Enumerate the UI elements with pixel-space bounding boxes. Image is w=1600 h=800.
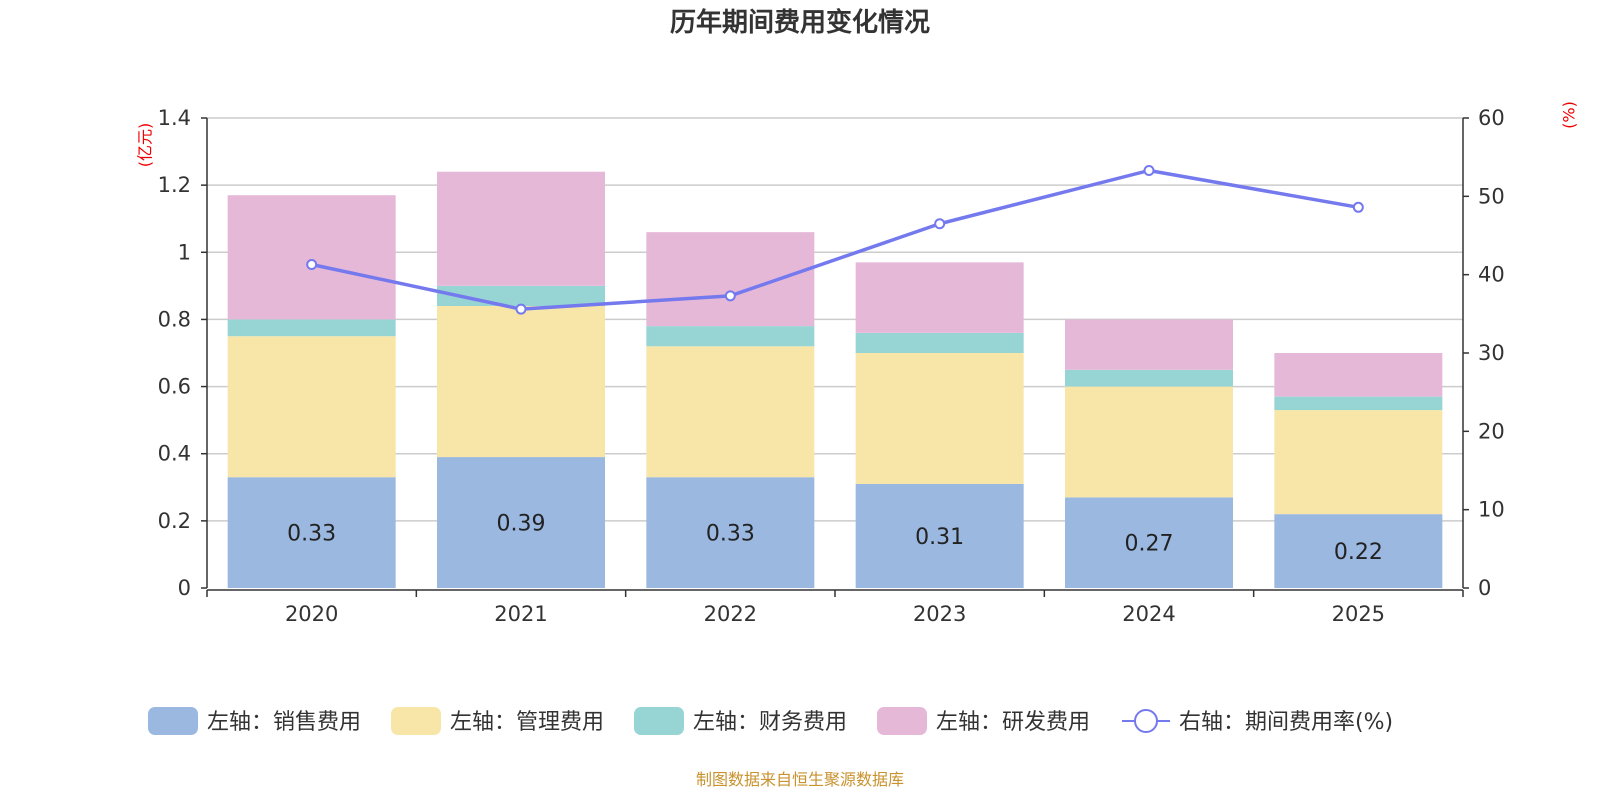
left-tick-label: 0 (178, 576, 191, 600)
rate-point (306, 258, 318, 270)
bar-segment (437, 306, 605, 458)
bar-segment (1274, 353, 1443, 397)
bar-segment (437, 171, 605, 286)
legend-swatch (877, 707, 927, 735)
bar-segment (1274, 410, 1443, 515)
rate-point (724, 290, 736, 302)
bar-segment (646, 346, 815, 478)
source-note: 制图数据来自恒生聚源数据库 (696, 770, 904, 789)
right-axis-unit: (%) (1560, 101, 1579, 129)
legend-label: 左轴：管理费用 (450, 710, 604, 735)
left-tick-label: 1.4 (158, 106, 191, 130)
rate-line (311, 168, 1359, 311)
bar-segment (1065, 386, 1233, 498)
bar-segment (1274, 396, 1443, 411)
rate-point (515, 303, 527, 315)
right-tick-label: 60 (1478, 106, 1505, 130)
left-tick-label: 0.4 (158, 442, 191, 466)
rate-line-series (306, 164, 1364, 315)
right-tick-label: 10 (1478, 498, 1505, 522)
left-tick-label: 0.8 (158, 307, 191, 331)
left-axis-unit: (亿元) (136, 123, 155, 168)
legend-label: 左轴：销售费用 (207, 710, 361, 735)
left-tick-label: 1 (178, 240, 191, 264)
x-tick-label: 2020 (285, 602, 338, 626)
bar-value-label: 0.31 (915, 525, 964, 550)
grid-lines (207, 117, 1463, 522)
bar-segment (437, 457, 605, 588)
bar-value-label: 0.33 (287, 522, 336, 547)
x-tick-label: 2024 (1122, 602, 1175, 626)
chart-title: 历年期间费用变化情况 (670, 7, 930, 38)
left-tick-label: 1.2 (158, 173, 191, 197)
bar-segment (227, 195, 396, 320)
data-labels: 0.33 0.39 0.33 0.31 0.27 0.22 (287, 512, 1383, 566)
right-tick-label: 0 (1478, 576, 1491, 600)
bar-value-label: 0.22 (1334, 540, 1383, 565)
legend: 左轴：销售费用 左轴：管理费用 左轴：财务费用 左轴：研发费用 右轴：期间费用率(%) (148, 707, 1393, 735)
right-tick-label: 50 (1478, 184, 1505, 208)
left-tick-label: 0.6 (158, 375, 191, 399)
bar-segment (646, 232, 815, 327)
bar-segment (1065, 497, 1233, 588)
right-tick-label: 40 (1478, 263, 1505, 287)
bar-segment (646, 477, 815, 588)
bar-segment (855, 262, 1024, 333)
rate-point (1143, 164, 1155, 176)
bar-segment (227, 336, 396, 478)
bar-segment (646, 326, 815, 347)
rate-point (1352, 201, 1364, 213)
axes: 0 0.2 0.4 0.6 0.8 1 1.2 1.4 0 10 20 30 40 50 60 2020 202… (158, 106, 1505, 626)
legend-swatch (391, 707, 441, 735)
legend-label: 左轴：研发费用 (936, 710, 1090, 735)
bar-segment (227, 477, 396, 588)
bar-segment (855, 353, 1024, 484)
legend-label: 右轴：期间费用率(%) (1179, 710, 1393, 735)
bar-segment (227, 319, 396, 337)
x-tick-label: 2023 (913, 602, 966, 626)
bar-segment (855, 332, 1024, 353)
bar-segment (1274, 514, 1443, 588)
x-tick-label: 2025 (1332, 602, 1385, 626)
legend-swatch (148, 707, 198, 735)
x-tick-label: 2021 (494, 602, 547, 626)
bar-series (227, 171, 1443, 588)
legend-line-marker (1134, 709, 1158, 733)
left-tick-label: 0.2 (158, 509, 191, 533)
rate-point (934, 218, 946, 230)
bar-value-label: 0.33 (706, 522, 755, 547)
right-tick-label: 20 (1478, 419, 1505, 443)
bar-segment (855, 483, 1024, 588)
legend-label: 左轴：财务费用 (693, 710, 847, 735)
right-tick-label: 30 (1478, 341, 1505, 365)
bar-segment (1065, 319, 1233, 370)
bar-value-label: 0.39 (497, 512, 546, 537)
bar-value-label: 0.27 (1125, 532, 1174, 557)
legend-swatch (634, 707, 684, 735)
x-tick-label: 2022 (704, 602, 757, 626)
bar-segment (1065, 369, 1233, 387)
